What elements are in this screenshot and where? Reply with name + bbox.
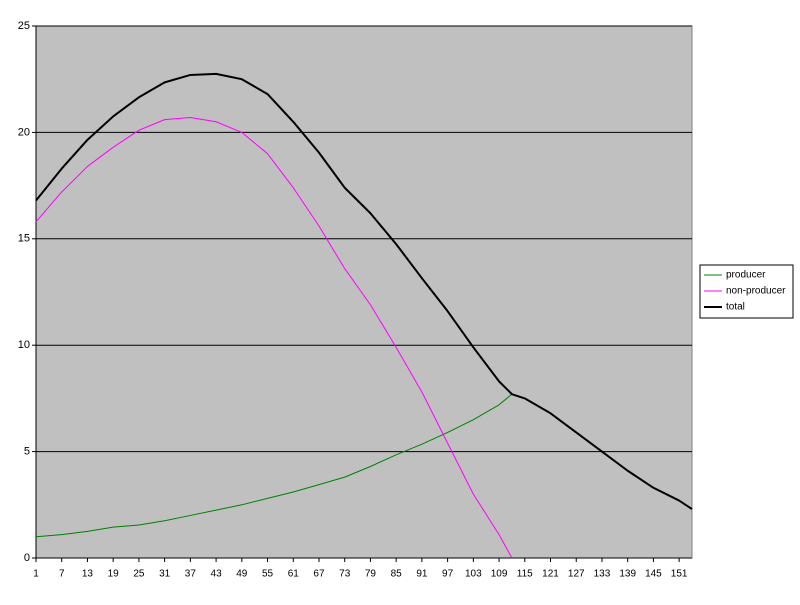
x-tick-label: 73 [339,569,351,580]
y-tick-label: 5 [24,446,30,458]
x-tick-label: 145 [645,569,662,580]
x-tick-label: 7 [59,569,65,580]
x-tick-label: 37 [185,569,197,580]
y-tick-label: 15 [18,233,30,245]
x-tick-label: 121 [542,569,559,580]
y-tick-label: 10 [18,339,30,351]
y-tick-label: 20 [18,126,30,138]
x-tick-label: 1 [33,569,39,580]
x-tick-label: 25 [133,569,145,580]
x-tick-label: 55 [262,569,274,580]
y-tick-label: 25 [18,20,30,32]
x-tick-label: 85 [391,569,403,580]
x-tick-label: 67 [313,569,325,580]
legend-label: producer [726,270,766,281]
x-tick-label: 49 [236,569,248,580]
legend-label: non-producer [726,286,786,297]
x-tick-label: 79 [365,569,377,580]
x-tick-label: 31 [159,569,171,580]
x-tick-label: 115 [517,569,533,580]
x-tick-label: 133 [594,569,611,580]
x-tick-label: 139 [619,569,636,580]
series-line [35,117,513,559]
x-tick-label: 61 [288,569,300,580]
x-tick-label: 19 [108,569,120,580]
x-tick-label: 97 [442,569,454,580]
legend-label: total [726,302,745,313]
x-tick-label: 91 [416,569,428,580]
x-tick-label: 13 [82,569,94,580]
x-tick-label: 103 [465,569,482,580]
series-line [35,72,693,510]
x-tick-label: 127 [568,569,585,580]
x-tick-label: 43 [211,569,223,580]
x-tick-label: 109 [491,569,508,580]
plot-area [35,25,693,559]
y-tick-label: 0 [24,552,30,564]
x-tick-label: 151 [671,569,688,580]
